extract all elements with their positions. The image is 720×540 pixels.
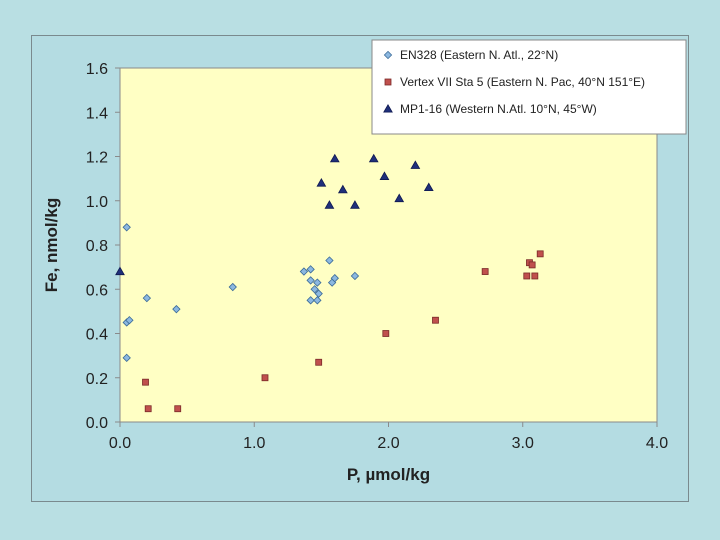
y-tick-label: 1.6: [86, 61, 108, 78]
data-point: [368, 153, 379, 163]
data-point: [324, 200, 335, 209]
data-point: [314, 289, 323, 298]
data-point: [410, 160, 421, 169]
x-tick-label: 2.0: [377, 435, 399, 452]
data-point: [142, 293, 152, 303]
x-tick-label: 0.0: [109, 435, 131, 452]
data-point: [316, 178, 327, 187]
data-point: [350, 271, 360, 281]
data-point: [299, 267, 309, 276]
data-point: [306, 296, 315, 305]
y-axis: 0.0 0.2 0.4 0.6 0.8 1.0 1.2 1.4 1.6: [86, 61, 120, 432]
y-tick-label: 1.0: [86, 194, 108, 211]
data-point: [379, 171, 390, 180]
data-point: [174, 405, 182, 413]
legend-box: [371, 39, 687, 135]
x-tick-label: 4.0: [646, 435, 668, 452]
data-point: [423, 182, 434, 192]
x-axis-title: P, µmol/kg: [347, 465, 430, 484]
y-tick-label: 1.2: [86, 150, 108, 167]
series-triangle: [115, 153, 434, 276]
x-tick-label: 3.0: [512, 435, 534, 452]
data-point: [144, 405, 152, 413]
data-point: [531, 272, 539, 280]
data-point: [481, 268, 489, 275]
data-point: [122, 353, 131, 363]
y-tick-label: 0.0: [86, 415, 108, 432]
y-tick-label: 0.8: [86, 238, 108, 255]
legend-marker: [384, 78, 392, 86]
data-point: [125, 316, 134, 325]
data-point: [306, 276, 315, 285]
y-tick-label: 1.4: [86, 105, 108, 122]
y-tick-label: 0.6: [86, 282, 108, 299]
data-point: [330, 274, 339, 283]
data-point: [523, 272, 531, 280]
scatter-chart: 0.0 0.2 0.4 0.6 0.8 1.0 1.2 1.4 1.6 0.0 1.0 2.0 3.0…: [42, 39, 687, 484]
data-point: [228, 282, 237, 292]
data-point: [329, 153, 340, 163]
series-diamond: [122, 223, 360, 363]
y-tick-label: 0.2: [86, 371, 108, 388]
data-point: [350, 200, 360, 209]
data-point: [315, 358, 323, 366]
legend-label: Vertex VII Sta 5 (Eastern N. Pac, 40°N 1…: [400, 75, 645, 89]
x-axis: 0.0 1.0 2.0 3.0 4.0: [109, 422, 668, 452]
legend-marker: [383, 50, 393, 60]
data-point: [432, 316, 439, 324]
data-point: [325, 256, 334, 265]
legend-label: MP1-16 (Western N.Atl. 10°N, 45°W): [400, 102, 597, 116]
data-point: [382, 330, 390, 337]
chart-frame: 0.0 0.2 0.4 0.6 0.8 1.0 1.2 1.4 1.6 0.0 1.0 2.0 3.0…: [31, 35, 689, 502]
data-point: [115, 266, 125, 276]
series-square: [142, 250, 544, 413]
data-point: [536, 250, 544, 258]
data-point: [337, 184, 348, 194]
data-point: [313, 296, 322, 305]
y-axis-title: Fe, nmol/kg: [42, 198, 61, 292]
data-point: [306, 265, 315, 274]
legend: EN328 (Eastern N. Atl., 22°N) Vertex VII …: [371, 39, 687, 135]
data-point: [142, 378, 149, 386]
data-point: [394, 193, 405, 203]
data-point: [528, 261, 536, 269]
legend-marker: [383, 103, 393, 113]
legend-label: EN328 (Eastern N. Atl., 22°N): [400, 48, 558, 62]
data-point: [313, 278, 322, 287]
x-tick-label: 1.0: [243, 435, 265, 452]
data-points: [115, 153, 544, 413]
data-point: [122, 223, 131, 232]
y-tick-label: 0.4: [86, 327, 108, 344]
data-point: [172, 304, 181, 314]
data-point: [261, 374, 269, 382]
data-point: [310, 285, 319, 294]
